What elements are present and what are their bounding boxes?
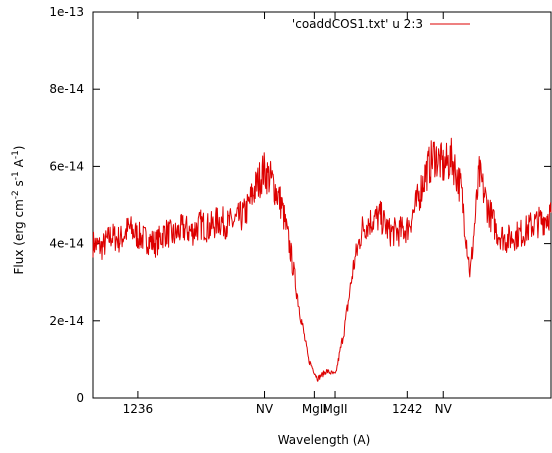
series-layer bbox=[92, 137, 552, 382]
legend-entry: 'coaddCOS1.txt' u 2:3 bbox=[292, 17, 423, 31]
y-tick-label: 4e-14 bbox=[49, 237, 84, 251]
y-axis-label-mid2: A bbox=[12, 158, 26, 171]
y-axis-ticks: 0 2e-14 4e-14 6e-14 8e-14 1e-13 bbox=[49, 5, 551, 405]
y-tick-label: 8e-14 bbox=[49, 82, 84, 96]
y-tick-label: 1e-13 bbox=[49, 5, 84, 19]
y-axis-label-sup1: -2 bbox=[11, 190, 21, 199]
x-tick-label: 1236 bbox=[123, 402, 154, 416]
y-axis-label-sup2: -1 bbox=[11, 171, 21, 180]
y-axis-label-end: ) bbox=[12, 145, 26, 150]
plot-border bbox=[92, 11, 552, 399]
x-tick-label: MgII bbox=[302, 402, 327, 416]
y-axis-label-mid: s bbox=[12, 180, 26, 190]
y-tick-label: 0 bbox=[76, 391, 84, 405]
y-axis-label-base: Flux (erg cm bbox=[12, 199, 26, 274]
x-tick-label: NV bbox=[256, 402, 274, 416]
x-tick-label: MgII bbox=[322, 402, 347, 416]
x-tick-label: NV bbox=[435, 402, 453, 416]
y-tick-label: 6e-14 bbox=[49, 159, 84, 173]
x-tick-label: 1242 bbox=[392, 402, 423, 416]
series-line bbox=[92, 137, 552, 382]
y-tick-label: 2e-14 bbox=[49, 314, 84, 328]
x-axis-label: Wavelength (A) bbox=[278, 433, 371, 447]
plot-frame bbox=[92, 11, 552, 399]
y-axis-label-sup3: -1 bbox=[11, 150, 21, 159]
y-axis-label: Flux (erg cm-2 s-1 A-1) bbox=[11, 145, 26, 274]
